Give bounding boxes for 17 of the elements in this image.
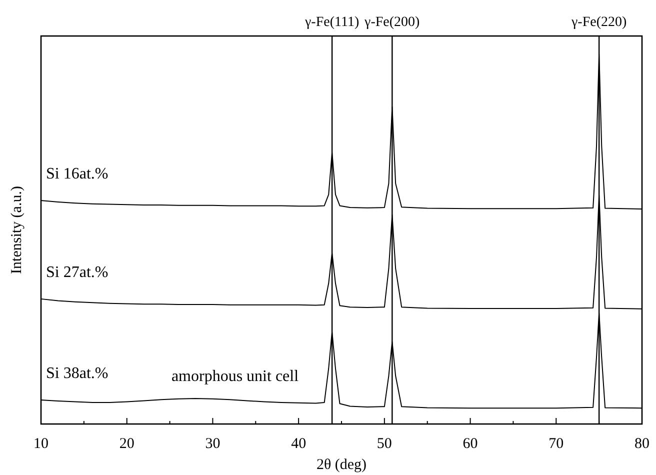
x-tick-label: 40 [291,436,306,452]
x-tick-label: 60 [462,436,478,452]
x-axis-title: 2θ (deg) [316,457,367,473]
x-tick-label: 30 [205,436,220,452]
series-label: Si 27at.% [46,264,108,281]
series-label: Si 38at.% [46,364,108,382]
x-tick-label: 10 [34,436,48,452]
ref-line-label: γ-Fe(111) [304,15,360,30]
series-label: Si 16at.% [46,166,108,183]
x-tick-label: 50 [376,436,392,452]
ref-line-label: γ-Fe(220) [570,15,627,30]
ref-line-label: γ-Fe(200) [364,15,420,30]
y-axis-title: Intensity (a.u.) [9,186,25,274]
x-tick-label: 70 [548,436,564,452]
x-tick-label: 80 [634,436,650,452]
x-tick-label: 20 [119,436,134,452]
annotation: amorphous unit cell [171,368,300,385]
